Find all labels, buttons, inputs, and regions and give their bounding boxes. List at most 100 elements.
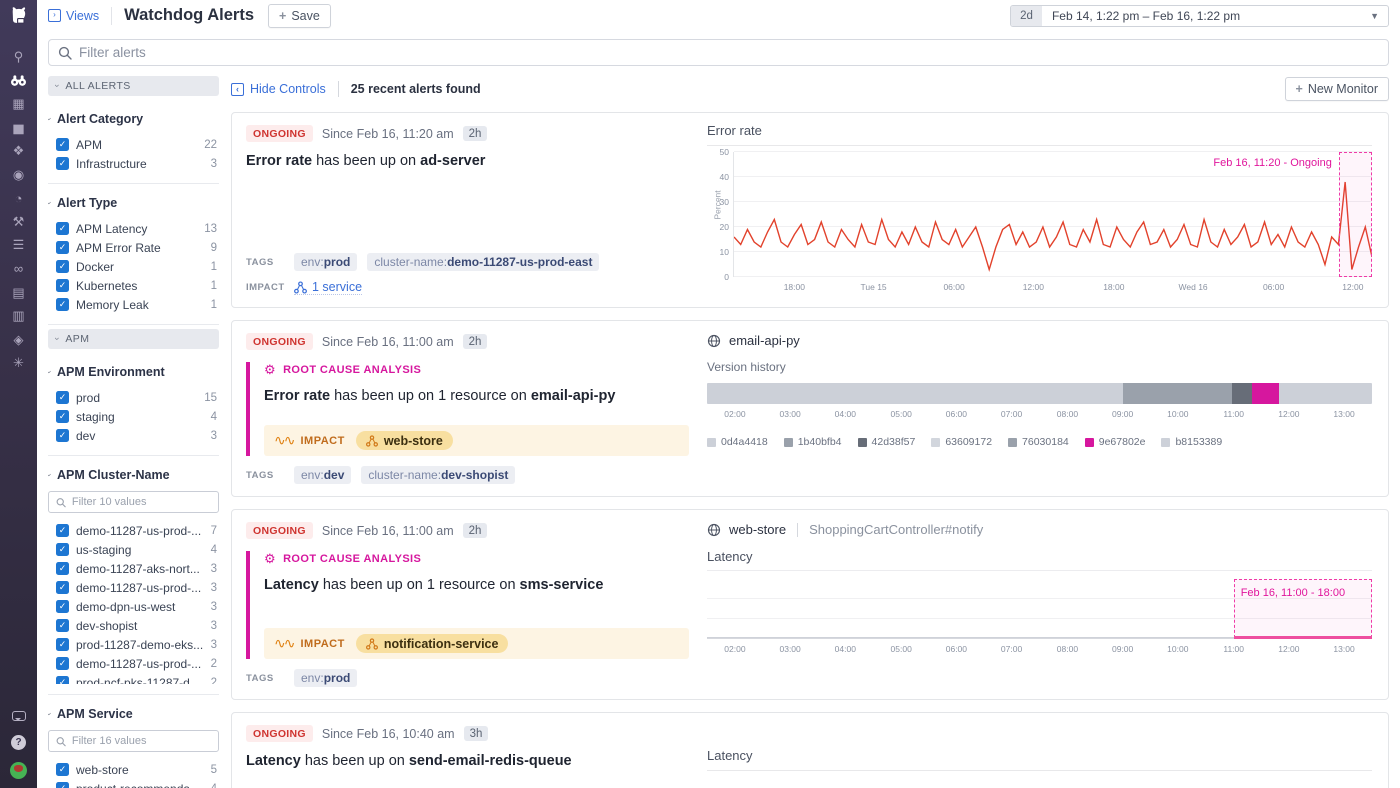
service-filter-input[interactable] bbox=[71, 735, 211, 747]
facet-group-apm-environment: ›APM Environment ✓ prod 15 ✓ staging 4 ✓ dev 3 bbox=[48, 357, 219, 456]
checkbox-checked[interactable]: ✓ bbox=[56, 782, 69, 788]
facet-item-cluster[interactable]: ✓ us-staging 4 bbox=[48, 540, 219, 559]
help-icon[interactable]: ? bbox=[9, 733, 29, 753]
checkbox-checked[interactable]: ✓ bbox=[56, 410, 69, 423]
alert-card-error-rate-ad-server[interactable]: ONGOING Since Feb 16, 11:20 am 2h Error … bbox=[231, 112, 1389, 308]
checkbox-checked[interactable]: ✓ bbox=[56, 543, 69, 556]
facet-item-cluster[interactable]: ✓ demo-11287-us-prod-... 3 bbox=[48, 578, 219, 597]
latency-chart[interactable]: Feb 16, 11:00 - 18:00 bbox=[707, 579, 1372, 639]
user-avatar[interactable] bbox=[9, 760, 29, 780]
checkbox-checked[interactable]: ✓ bbox=[56, 524, 69, 537]
security-icon[interactable]: ◈ bbox=[13, 331, 24, 347]
facet-item-apm-latency[interactable]: ✓ APM Latency 13 bbox=[48, 219, 219, 238]
checkbox-checked[interactable]: ✓ bbox=[56, 138, 69, 151]
checkbox-checked[interactable]: ✓ bbox=[56, 279, 69, 292]
filter-alerts-bar[interactable] bbox=[48, 39, 1389, 66]
service-header[interactable]: email-api-py bbox=[707, 333, 1372, 348]
service-filter-box[interactable] bbox=[48, 730, 219, 752]
facet-title-alert-category[interactable]: ›Alert Category bbox=[48, 112, 219, 126]
save-button[interactable]: + Save bbox=[268, 3, 331, 28]
facet-item-cluster[interactable]: ✓ demo-11287-us-prod-... 2 bbox=[48, 654, 219, 673]
checkbox-checked[interactable]: ✓ bbox=[56, 222, 69, 235]
facet-title-apm-service[interactable]: ›APM Service bbox=[48, 707, 219, 721]
version-history-bar[interactable] bbox=[707, 383, 1372, 404]
y-tick-label: 30 bbox=[719, 197, 729, 207]
checkbox-checked[interactable]: ✓ bbox=[56, 638, 69, 651]
tag-cluster-name[interactable]: cluster-name:dev-shopist bbox=[361, 466, 516, 484]
facet-item-cluster[interactable]: ✓ dev-shopist 3 bbox=[48, 616, 219, 635]
alert-card-error-rate-email-api-py[interactable]: ONGOING Since Feb 16, 11:00 am 2h ⚙ ROOT … bbox=[231, 320, 1389, 497]
tag-cluster-name[interactable]: cluster-name:demo-11287-us-prod-east bbox=[367, 253, 600, 271]
time-range-picker[interactable]: 2d Feb 14, 1:22 pm – Feb 16, 1:22 pm ▼ bbox=[1010, 4, 1389, 27]
service-header[interactable]: web-store ShoppingCartController#notify bbox=[707, 522, 1372, 537]
checkbox-checked[interactable]: ✓ bbox=[56, 562, 69, 575]
alert-card-latency-send-email-redis-queue[interactable]: ONGOING Since Feb 16, 10:40 am 3h Latenc… bbox=[231, 712, 1389, 788]
facet-item-staging[interactable]: ✓ staging 4 bbox=[48, 407, 219, 426]
api-management-icon[interactable]: ∞ bbox=[13, 261, 24, 277]
infrastructure-icon[interactable]: ▅ bbox=[13, 119, 24, 135]
settings-icon[interactable]: ✳ bbox=[13, 355, 24, 371]
feedback-icon[interactable] bbox=[9, 706, 29, 726]
apm-icon[interactable]: ❖ bbox=[12, 142, 25, 158]
facet-item-cluster[interactable]: ✓ prod-11287-demo-eks... 3 bbox=[48, 635, 219, 654]
checkbox-checked[interactable]: ✓ bbox=[56, 298, 69, 311]
checkbox-checked[interactable]: ✓ bbox=[56, 676, 69, 684]
tag-env-dev[interactable]: env:dev bbox=[294, 466, 352, 484]
tag-env-prod[interactable]: env:prod bbox=[294, 253, 358, 271]
watchdog-icon[interactable] bbox=[9, 70, 29, 90]
facet-item-apm-error-rate[interactable]: ✓ APM Error Rate 9 bbox=[48, 238, 219, 257]
facet-item-kubernetes[interactable]: ✓ Kubernetes 1 bbox=[48, 276, 219, 295]
views-button[interactable]: › Views bbox=[48, 9, 99, 23]
alert-card-latency-sms-service[interactable]: ONGOING Since Feb 16, 11:00 am 2h ⚙ ROOT … bbox=[231, 509, 1389, 700]
search-icon[interactable]: ⚲ bbox=[13, 48, 24, 64]
facet-item-service[interactable]: ✓ product-recommenda... 4 bbox=[48, 779, 219, 788]
synthetics-icon[interactable]: ◉ bbox=[12, 166, 25, 182]
software-delivery-icon[interactable]: ⚒ bbox=[12, 213, 25, 229]
hide-controls-button[interactable]: ‹ Hide Controls bbox=[231, 82, 326, 96]
facet-item-infrastructure[interactable]: ✓ Infrastructure 3 bbox=[48, 154, 219, 173]
datadog-logo[interactable] bbox=[7, 5, 31, 29]
cluster-filter-input[interactable] bbox=[71, 496, 211, 508]
checkbox-checked[interactable]: ✓ bbox=[56, 600, 69, 613]
apm-section-header[interactable]: › APM bbox=[48, 329, 219, 349]
facet-title-apm-cluster-name[interactable]: ›APM Cluster-Name bbox=[48, 468, 219, 482]
dashboards-icon[interactable]: ▦ bbox=[12, 95, 25, 111]
facet-item-cluster[interactable]: ✓ demo-11287-aks-nort... 3 bbox=[48, 559, 219, 578]
new-monitor-button[interactable]: + New Monitor bbox=[1284, 77, 1389, 101]
notebooks-icon[interactable]: ▤ bbox=[12, 284, 25, 300]
impacted-service-pill[interactable]: web-store bbox=[355, 431, 453, 450]
all-alerts-header[interactable]: › ALL ALERTS bbox=[48, 76, 219, 96]
gridline bbox=[734, 251, 1372, 252]
facet-item-cluster[interactable]: ✓ demo-dpn-us-west 3 bbox=[48, 597, 219, 616]
facet-title-apm-environment[interactable]: ›APM Environment bbox=[48, 365, 219, 379]
facet-item-cluster[interactable]: ✓ prod-ncf-pks-11287-d... 2 bbox=[48, 673, 219, 684]
checkbox-checked[interactable]: ✓ bbox=[56, 391, 69, 404]
error-rate-chart[interactable]: Percent 0 10 20 30 40 50 Feb 16, 11:20 - Ongo… bbox=[707, 147, 1372, 282]
facet-item-web-store[interactable]: ✓ web-store 5 bbox=[48, 760, 219, 779]
checkbox-checked[interactable]: ✓ bbox=[56, 260, 69, 273]
facet-item-memory-leak[interactable]: ✓ Memory Leak 1 bbox=[48, 295, 219, 314]
cluster-filter-box[interactable] bbox=[48, 491, 219, 513]
checkbox-checked[interactable]: ✓ bbox=[56, 429, 69, 442]
checkbox-checked[interactable]: ✓ bbox=[56, 763, 69, 776]
facet-item-apm[interactable]: ✓ APM 22 bbox=[48, 135, 219, 154]
tag-env-prod[interactable]: env:prod bbox=[294, 669, 358, 687]
monitors-icon[interactable]: ◔ bbox=[14, 190, 23, 206]
checkbox-checked[interactable]: ✓ bbox=[56, 241, 69, 254]
facet-item-dev[interactable]: ✓ dev 3 bbox=[48, 426, 219, 445]
x-tick-label: 12:00 bbox=[1342, 282, 1364, 292]
checkbox-checked[interactable]: ✓ bbox=[56, 657, 69, 670]
facet-item-prod[interactable]: ✓ prod 15 bbox=[48, 388, 219, 407]
log-management-icon[interactable]: ▥ bbox=[12, 308, 25, 324]
checkbox-checked[interactable]: ✓ bbox=[56, 157, 69, 170]
facet-item-cluster[interactable]: ✓ demo-11287-us-prod-... 7 bbox=[48, 521, 219, 540]
checkbox-checked[interactable]: ✓ bbox=[56, 581, 69, 594]
impacted-services-link[interactable]: 1 service bbox=[294, 280, 363, 295]
checkbox-checked[interactable]: ✓ bbox=[56, 619, 69, 632]
facet-item-docker[interactable]: ✓ Docker 1 bbox=[48, 257, 219, 276]
rail-icons: ⚲ ▦ ▅ ❖ ◉ ◔ ⚒ ☰ ∞ ▤ ▥ ◈ ✳ bbox=[9, 43, 29, 377]
impacted-service-pill[interactable]: notification-service bbox=[355, 634, 509, 653]
filter-alerts-input[interactable] bbox=[79, 45, 1379, 60]
facet-title-alert-type[interactable]: ›Alert Type bbox=[48, 196, 219, 210]
integrations-icon[interactable]: ☰ bbox=[12, 237, 25, 253]
